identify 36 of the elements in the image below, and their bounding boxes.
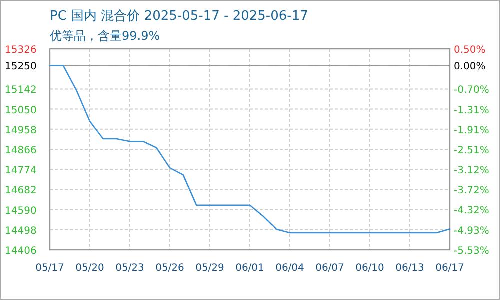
y2-tick-label: -3.72%: [454, 186, 490, 197]
y2-tick-label: -5.53%: [454, 246, 490, 257]
x-tick-label: 05/23: [116, 263, 144, 274]
y-tick-label: 15142: [5, 85, 37, 96]
y-tick-label: 15050: [5, 105, 37, 116]
y-tick-label: 14682: [5, 186, 37, 197]
y-tick-label: 14498: [5, 226, 37, 237]
y2-tick-label: 0.50%: [454, 45, 486, 56]
x-tick-label: 05/29: [196, 263, 224, 274]
x-tick-label: 06/04: [276, 263, 304, 274]
y2-tick-label: -4.32%: [454, 206, 490, 217]
y2-tick-label: -0.70%: [454, 85, 490, 96]
y2-tick-label: -4.93%: [454, 226, 490, 237]
x-tick-label: 06/10: [356, 263, 384, 274]
y2-tick-label: -1.91%: [454, 125, 490, 136]
line-series: [49, 64, 451, 234]
y-tick-label: 14774: [5, 166, 37, 177]
x-tick-label: 06/07: [316, 263, 344, 274]
y2-tick-label: -1.31%: [454, 105, 490, 116]
y2-tick-label: -2.51%: [454, 145, 490, 156]
chart-subtitle: 优等品，含量99.9%: [50, 29, 160, 43]
x-tick-label: 06/01: [236, 263, 264, 274]
x-tick-label: 05/26: [156, 263, 184, 274]
y-tick-label: 14590: [5, 206, 37, 217]
y-tick-label: 14866: [5, 146, 37, 156]
y-tick-label: 14406: [5, 246, 37, 257]
x-tick-label: 06/13: [396, 263, 424, 274]
x-tick-label: 05/17: [36, 263, 64, 274]
chart-title: PC 国内 混合价 2025-05-17 - 2025-06-17: [50, 9, 308, 24]
x-tick-label: 06/17: [436, 263, 464, 274]
y-tick-label: 15326: [5, 45, 37, 56]
y-tick-label: 15250: [5, 62, 37, 73]
y-tick-label: 14958: [5, 125, 37, 136]
x-tick-label: 05/20: [76, 263, 104, 274]
y2-tick-label: 0.00%: [454, 62, 486, 73]
y2-tick-label: -3.12%: [454, 166, 490, 177]
